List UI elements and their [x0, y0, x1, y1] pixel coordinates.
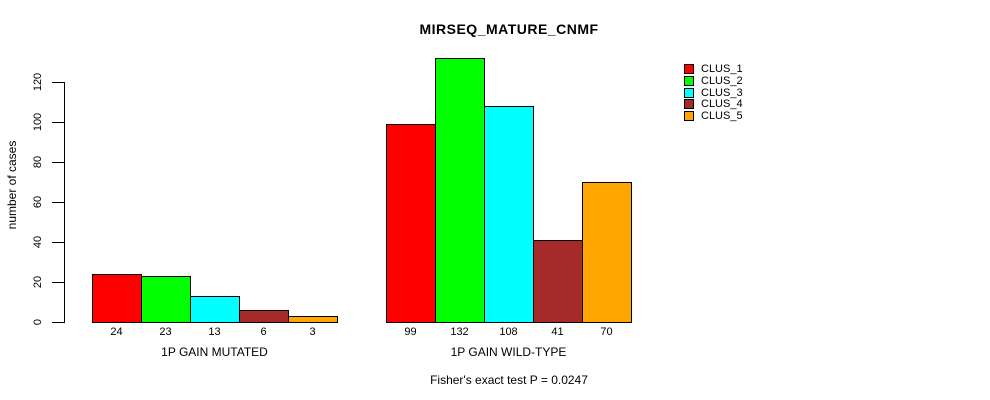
y-tick-mark	[52, 82, 64, 83]
y-tick-mark	[52, 202, 64, 203]
bar-value-label: 13	[208, 326, 221, 338]
legend-label-clus_2: CLUS_2	[701, 74, 743, 87]
group-label: 1P GAIN WILD-TYPE	[450, 345, 567, 359]
y-tick-mark	[52, 242, 64, 243]
y-tick-mark	[52, 162, 64, 163]
bar-value-label: 41	[551, 326, 564, 338]
bar-clus_3	[484, 106, 534, 323]
bar-value-label: 99	[404, 326, 417, 338]
bar-value-label: 23	[159, 326, 172, 338]
y-tick-label: 80	[32, 155, 44, 169]
y-tick-label: 120	[32, 72, 44, 92]
y-tick-label: 60	[32, 195, 44, 209]
bar-value-label: 70	[600, 326, 613, 338]
legend-label-clus_1: CLUS_1	[701, 63, 743, 75]
legend-swatch-clus_1	[684, 64, 694, 74]
y-axis-label: number of cases	[5, 140, 19, 230]
bar-clus_1	[92, 274, 142, 323]
legend-swatch-clus_3	[684, 87, 694, 98]
legend-swatch-clus_2	[684, 75, 694, 86]
bar-clus_5	[288, 316, 338, 323]
y-tick-label: 100	[32, 112, 44, 132]
bar-clus_4	[533, 240, 583, 323]
y-tick-label: 0	[32, 318, 44, 326]
bar-clus_3	[190, 296, 240, 323]
y-tick-label: 40	[32, 235, 44, 249]
bar-value-label: 3	[309, 326, 316, 338]
bar-value-label: 132	[450, 326, 469, 338]
chart-title: MIRSEQ_MATURE_CNMF	[419, 21, 599, 37]
y-axis-line	[64, 82, 65, 323]
bar-value-label: 6	[260, 326, 267, 338]
bar-clus_2	[141, 276, 191, 323]
legend-label-clus_3: CLUS_3	[701, 86, 743, 99]
y-tick-mark	[52, 282, 64, 283]
legend-label-clus_4: CLUS_4	[701, 98, 743, 111]
fisher-test-annotation: Fisher's exact test P = 0.0247	[430, 373, 588, 387]
group-label: 1P GAIN MUTATED	[161, 345, 268, 359]
bar-clus_2	[435, 58, 485, 323]
y-tick-label: 20	[32, 275, 44, 289]
y-tick-mark	[52, 322, 64, 323]
y-tick-mark	[52, 122, 64, 123]
legend-label-clus_5: CLUS_5	[701, 110, 743, 123]
legend-swatch-clus_4	[684, 99, 694, 110]
bar-clus_5	[582, 182, 632, 323]
legend-swatch-clus_5	[684, 111, 694, 122]
bar-value-label: 24	[110, 326, 123, 338]
bar-clus_4	[239, 310, 289, 323]
bar-value-label: 108	[499, 326, 518, 338]
bar-clus_1	[386, 124, 436, 323]
